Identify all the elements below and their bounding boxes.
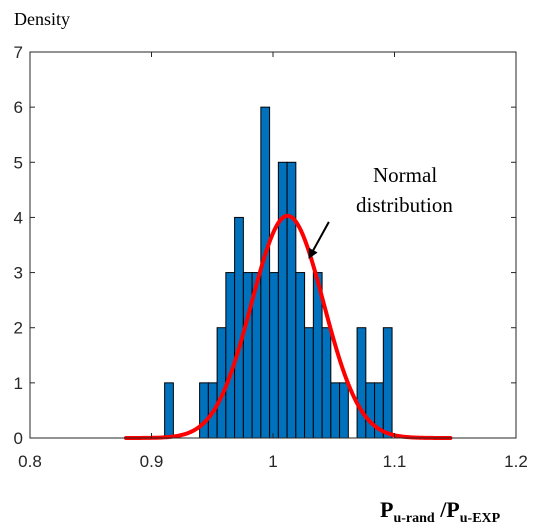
x-axis-label: Pu-rand /Pu-EXP [380, 497, 501, 526]
x-tick-label: 1 [268, 452, 277, 471]
y-tick-label: 3 [14, 264, 23, 283]
curve-annotation: Normal distribution [308, 163, 453, 259]
y-tick-label: 1 [14, 374, 23, 393]
y-tick-label: 2 [14, 319, 23, 338]
x-tick-label: 0.8 [18, 452, 42, 471]
x-axis-label-part: P [380, 497, 393, 522]
histogram-bar [199, 382, 209, 439]
x-tick-label: 1.2 [504, 452, 528, 471]
normal-distribution-curve [123, 213, 453, 440]
histogram-bar [225, 272, 236, 439]
histogram-bar [356, 327, 367, 439]
y-tick-label: 4 [14, 208, 23, 227]
x-axis-ticks: 0.8 0.9 1 1.1 1.2 [18, 52, 528, 471]
x-axis-label-part: /P [435, 497, 460, 522]
x-axis-label-part: u-EXP [460, 511, 501, 526]
histogram-bar [164, 382, 174, 439]
annotation-line-2: distribution [356, 193, 453, 217]
x-tick-label: 1.1 [383, 452, 407, 471]
histogram-bar [242, 272, 253, 439]
bar-group [164, 106, 393, 439]
y-tick-label: 0 [14, 429, 23, 448]
annotation-line-1: Normal [373, 163, 437, 187]
histogram-bar [260, 106, 271, 439]
histogram-bar [330, 382, 341, 439]
histogram-bar [277, 161, 288, 439]
histogram-bar [216, 327, 227, 439]
histogram-bar [234, 216, 244, 439]
histogram-bar [365, 382, 376, 439]
y-tick-label: 5 [14, 153, 23, 172]
x-tick-label: 0.9 [140, 452, 164, 471]
histogram-bar [295, 272, 306, 439]
histogram-bar [269, 272, 279, 439]
histogram-bar [382, 327, 393, 439]
histogram-bar [286, 161, 297, 439]
y-tick-label: 6 [14, 98, 23, 117]
histogram-bar [304, 327, 314, 439]
histogram-bar [321, 327, 332, 439]
y-axis-label: Density [14, 9, 70, 29]
y-tick-label: 7 [14, 43, 23, 62]
y-axis-ticks: 0 1 2 3 4 5 6 7 [14, 43, 516, 448]
x-axis-label-part: u-rand [393, 511, 434, 526]
histogram-bar [339, 382, 349, 439]
annotation-arrow [308, 221, 330, 259]
